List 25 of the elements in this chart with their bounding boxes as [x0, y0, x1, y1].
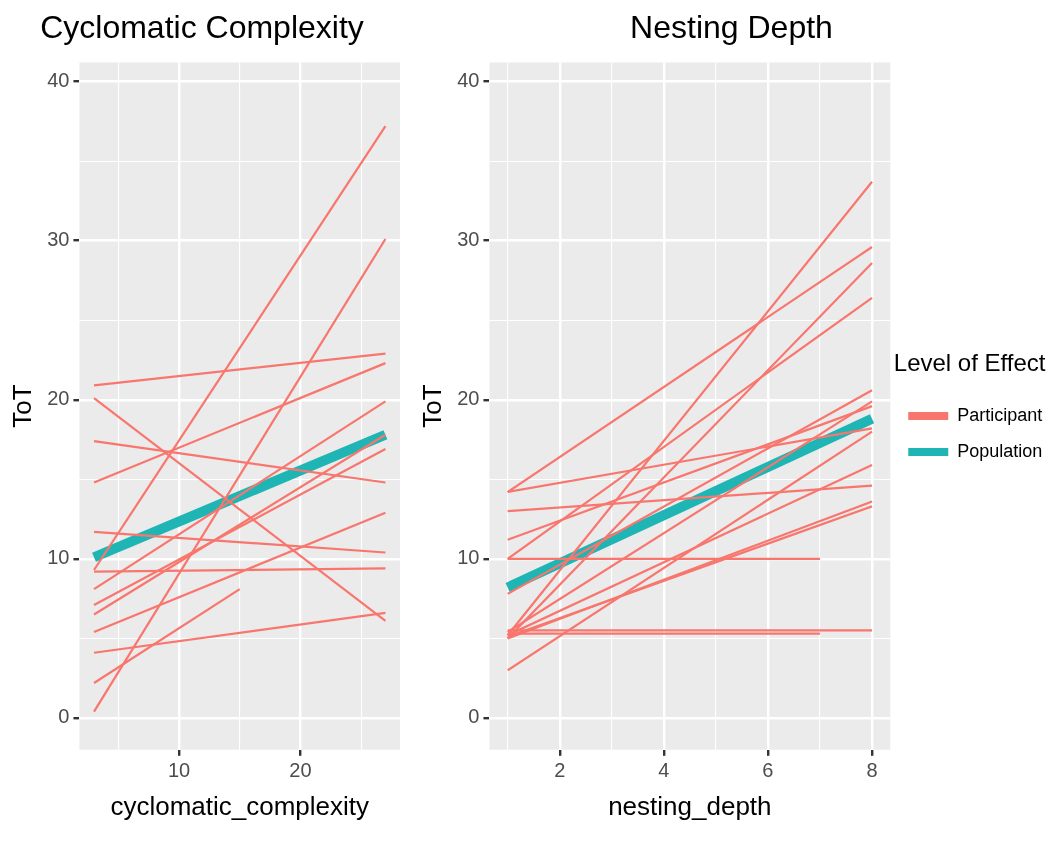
y-tick-label: 10 [47, 546, 70, 569]
x-axis-title: cyclomatic_complexity [110, 790, 370, 821]
x-axis-title: nesting_depth [608, 790, 772, 821]
x-tick-label: 4 [658, 759, 670, 782]
legend-label: Population [957, 440, 1043, 461]
y-axis-title: ToT [6, 384, 37, 428]
y-tick-label: 40 [457, 69, 480, 92]
x-tick-label: 2 [554, 759, 566, 782]
y-tick-label: 30 [47, 228, 70, 251]
y-tick-label: 30 [457, 228, 480, 251]
y-tick-label: 0 [58, 705, 70, 728]
legend-title: Level of Effect [893, 348, 1046, 376]
legend-label: Participant [957, 404, 1043, 425]
y-tick-label: 10 [457, 546, 480, 569]
chart-title: Nesting Depth [630, 9, 833, 46]
x-tick-label: 10 [167, 759, 191, 782]
x-tick-label: 6 [762, 759, 774, 782]
y-tick-label: 0 [468, 705, 480, 728]
y-axis-title: ToT [416, 384, 447, 428]
y-tick-label: 20 [457, 387, 480, 410]
y-tick-label: 40 [47, 69, 70, 92]
y-tick-label: 20 [47, 387, 70, 410]
x-tick-label: 8 [866, 759, 878, 782]
chart-title: Cyclomatic Complexity [40, 9, 364, 46]
x-tick-label: 20 [289, 759, 312, 782]
